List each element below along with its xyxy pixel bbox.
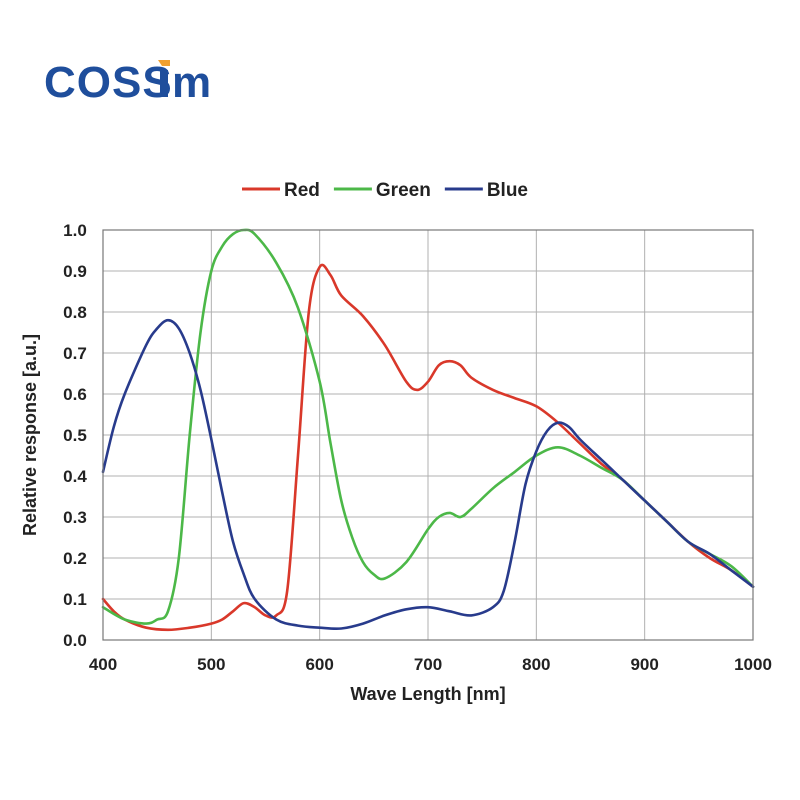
y-tick-label: 0.0 [63, 631, 87, 650]
series-line-blue [101, 318, 755, 631]
logo-i-stem [160, 70, 168, 97]
y-tick-label: 0.8 [63, 303, 87, 322]
x-tick-label: 1000 [734, 655, 772, 674]
x-tick-label: 700 [414, 655, 442, 674]
x-tick-label: 400 [89, 655, 117, 674]
legend-label-red: Red [284, 180, 320, 201]
logo-text: COSS [44, 58, 173, 107]
y-tick-label: 0.7 [63, 344, 87, 363]
x-tick-label: 600 [305, 655, 333, 674]
cossim-logo: COSS m [44, 58, 211, 107]
x-tick-label: 900 [630, 655, 658, 674]
y-tick-label: 0.6 [63, 385, 87, 404]
y-tick-label: 0.1 [63, 590, 87, 609]
plot-frame [102, 229, 754, 641]
y-tick-label: 0.5 [63, 426, 87, 445]
chart-legend: Red Green Blue [242, 180, 528, 201]
series-line-green [101, 228, 755, 625]
y-axis-title: Relative response [a.u.] [20, 334, 40, 536]
y-tick-label: 1.0 [63, 221, 87, 240]
chart-grid [102, 229, 754, 641]
y-tick-labels: 0.0 0.1 0.2 0.3 0.4 0.5 0.6 0.7 0.8 0.9 1.0 [63, 221, 87, 650]
legend-label-blue: Blue [487, 180, 528, 201]
y-tick-label: 0.4 [63, 467, 87, 486]
y-tick-label: 0.9 [63, 262, 87, 281]
x-axis-title: Wave Length [nm] [350, 684, 505, 704]
logo-text-tail: m [172, 58, 211, 107]
y-tick-label: 0.3 [63, 508, 87, 527]
chart-series [101, 228, 755, 632]
x-tick-label: 500 [197, 655, 225, 674]
y-tick-label: 0.2 [63, 549, 87, 568]
x-tick-labels: 400 500 600 700 800 900 1000 [89, 655, 772, 674]
series-line-red [101, 263, 755, 632]
logo-i-accent [158, 60, 170, 66]
legend-label-green: Green [376, 180, 431, 201]
x-tick-label: 800 [522, 655, 550, 674]
